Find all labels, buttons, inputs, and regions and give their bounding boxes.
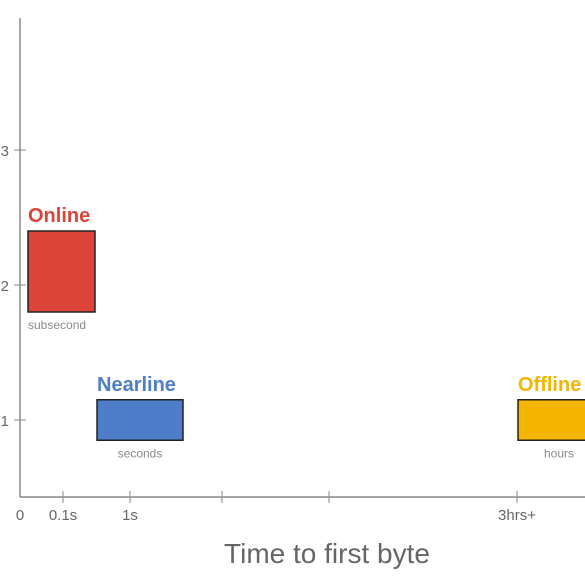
ticks: 0 0.1s 1s 3hrs+ 1 2 3 [1,143,537,524]
x-axis-title: Time to first byte [224,538,430,569]
online-label: Online [28,205,90,227]
x-tick-label: 3hrs+ [498,507,536,524]
y-tick-label: 2 [1,278,9,295]
x-tick-label: 0 [16,507,24,524]
offline-box [517,399,585,441]
online-box [27,230,96,313]
y-tick-label: 3 [1,143,9,160]
offline-label: Offline [518,374,581,396]
x-tick-label: 0.1s [49,507,77,524]
nearline-subtitle: seconds [118,446,163,460]
nearline-box [96,399,184,441]
online-subtitle: subsecond [28,318,86,332]
y-tick-label: 1 [1,413,9,430]
x-tick-label: 1s [122,507,138,524]
offline-subtitle: hours [544,446,574,460]
axes [19,18,585,498]
category-boxes: Online subsecond Nearline seconds Offline hou… [27,205,585,460]
nearline-label: Nearline [97,374,176,396]
